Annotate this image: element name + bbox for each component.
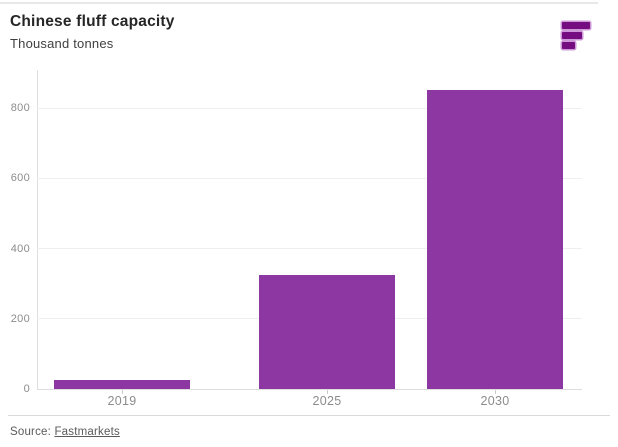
chart-title: Chinese fluff capacity — [10, 13, 175, 30]
x-axis-tick-2030 — [495, 390, 496, 394]
y-axis-tick-label-200: 200 — [10, 312, 30, 325]
x-axis-tick-label-2025: 2025 — [312, 394, 342, 408]
x-axis-tick-2025 — [327, 390, 328, 394]
y-axis-tick-label-600: 600 — [10, 172, 30, 185]
bar-2030 — [427, 90, 563, 389]
y-axis-tick-label-400: 400 — [10, 242, 30, 255]
source-note: Source: Fastmarkets — [10, 426, 120, 438]
bar-2019 — [54, 380, 190, 389]
gridline-400 — [37, 248, 582, 249]
x-axis-line — [37, 389, 582, 390]
y-axis-line — [37, 70, 38, 389]
logo-bar-bottom — [562, 42, 575, 49]
bar-chart: 0 200 400 600 800 2019 2025 2030 — [10, 70, 582, 408]
logo-bar-top — [562, 22, 590, 29]
logo-bar-middle — [562, 32, 582, 39]
gridline-600 — [37, 177, 582, 179]
gridline-800 — [37, 107, 582, 109]
footer-divider — [8, 415, 610, 416]
x-axis-tick-label-2030: 2030 — [480, 394, 510, 408]
y-axis-tick-label-0: 0 — [23, 383, 30, 395]
y-axis-tick-label-800: 800 — [10, 102, 30, 114]
bar-2025 — [259, 274, 395, 389]
source-link[interactable]: Fastmarkets — [54, 426, 120, 438]
source-label: Source: — [10, 426, 52, 438]
chart-subtitle: Thousand tonnes — [10, 36, 114, 51]
top-divider — [0, 2, 598, 4]
fastmarkets-logo-icon — [562, 22, 592, 52]
x-axis-tick-label-2019: 2019 — [107, 394, 137, 408]
x-axis-tick-2019 — [122, 390, 123, 394]
